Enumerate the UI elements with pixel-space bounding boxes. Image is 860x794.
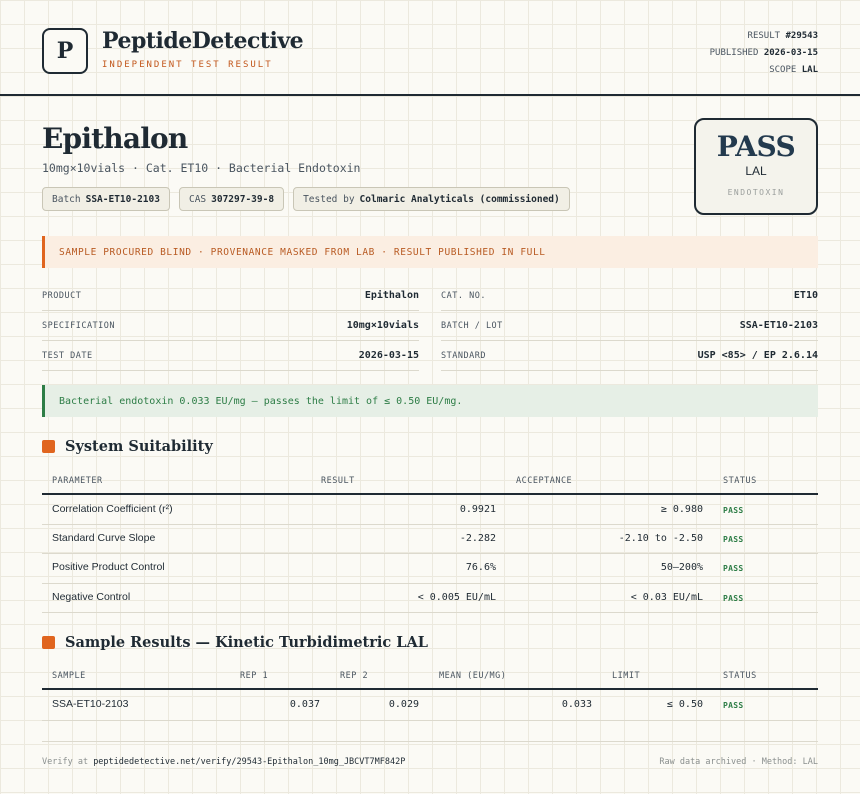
tested-by-chip: Tested by Colmaric Analyticals (commissio… (293, 187, 570, 211)
col-acceptance: ACCEPTANCE (516, 476, 573, 486)
section-marker-icon (42, 636, 55, 649)
col-limit: LIMIT (612, 671, 641, 681)
samples-heading: Sample Results — Kinetic Turbidimetric L… (42, 634, 428, 651)
footer-method: Raw data archived · Method: LAL (659, 757, 818, 767)
logo: P (42, 28, 88, 74)
status-badge: PASS (723, 594, 744, 603)
col-sample: SAMPLE (52, 671, 86, 681)
info-row-product: PRODUCT Epithalon (42, 281, 419, 311)
procurement-notice: SAMPLE PROCURED BLIND · PROVENANCE MASKE… (42, 236, 818, 268)
col-status: STATUS (723, 476, 757, 486)
info-row-test-date: TEST DATE 2026-03-15 (42, 341, 419, 371)
section-marker-icon (42, 440, 55, 453)
verify-text: Verify at peptidedetective.net/verify/29… (42, 757, 406, 767)
meta-published: PUBLISHED 2026-03-15 (709, 48, 818, 58)
verdict-badge: PASS LAL ENDOTOXIN (694, 118, 818, 215)
product-subtitle: 10mg×10vials · Cat. ET10 · Bacterial End… (42, 161, 361, 175)
cas-chip: CAS 307297-39-8 (178, 187, 285, 211)
report-header: P PeptideDetective INDEPENDENT TEST RESU… (0, 0, 860, 96)
batch-chip: Batch SSA-ET10-2103 (42, 187, 170, 211)
verdict-main: PASS (716, 130, 796, 163)
result-summary: Bacterial endotoxin 0.033 EU/mg — passes… (42, 385, 818, 417)
report-meta: RESULT #29543 PUBLISHED 2026-03-15 SCOPE… (710, 28, 818, 79)
verdict-method: LAL (745, 164, 767, 178)
info-row-cat-no: CAT. NO. ET10 (441, 281, 818, 311)
verdict-category: ENDOTOXIN (727, 188, 785, 197)
col-parameter: PARAMETER (52, 476, 103, 486)
brand-tagline: INDEPENDENT TEST RESULT (102, 60, 273, 70)
col-rep2: REP 2 (340, 671, 369, 681)
col-rep1: REP 1 (240, 671, 269, 681)
footer-divider (42, 741, 818, 742)
meta-scope: SCOPE LAL (769, 65, 818, 75)
product-chips: Batch SSA-ET10-2103 CAS 307297-39-8 Tested… (42, 187, 570, 211)
status-badge: PASS (723, 506, 744, 515)
meta-result: RESULT #29543 (747, 31, 818, 41)
page-title: Epithalon (42, 122, 188, 155)
col-mean: MEAN (EU/MG) (439, 671, 507, 681)
status-badge: PASS (723, 535, 744, 544)
col-status: STATUS (723, 671, 757, 681)
info-row-standard: STANDARD USP <85> / EP 2.6.14 (441, 341, 818, 371)
suitability-heading: System Suitability (42, 438, 213, 455)
status-badge: PASS (723, 701, 744, 710)
col-result: RESULT (321, 476, 355, 486)
info-row-specification: SPECIFICATION 10mg×10vials (42, 311, 419, 341)
status-badge: PASS (723, 564, 744, 573)
samples-table: SAMPLE REP 1 REP 2 MEAN (EU/MG) LIMIT ST… (42, 661, 818, 725)
info-row-batch-lot: BATCH / LOT SSA-ET10-2103 (441, 311, 818, 341)
brand-name: PeptideDetective (102, 28, 304, 54)
verify-link[interactable]: peptidedetective.net/verify/29543-Epitha… (93, 757, 406, 767)
suitability-table: PARAMETER RESULT ACCEPTANCE STATUS Corre… (42, 466, 818, 616)
